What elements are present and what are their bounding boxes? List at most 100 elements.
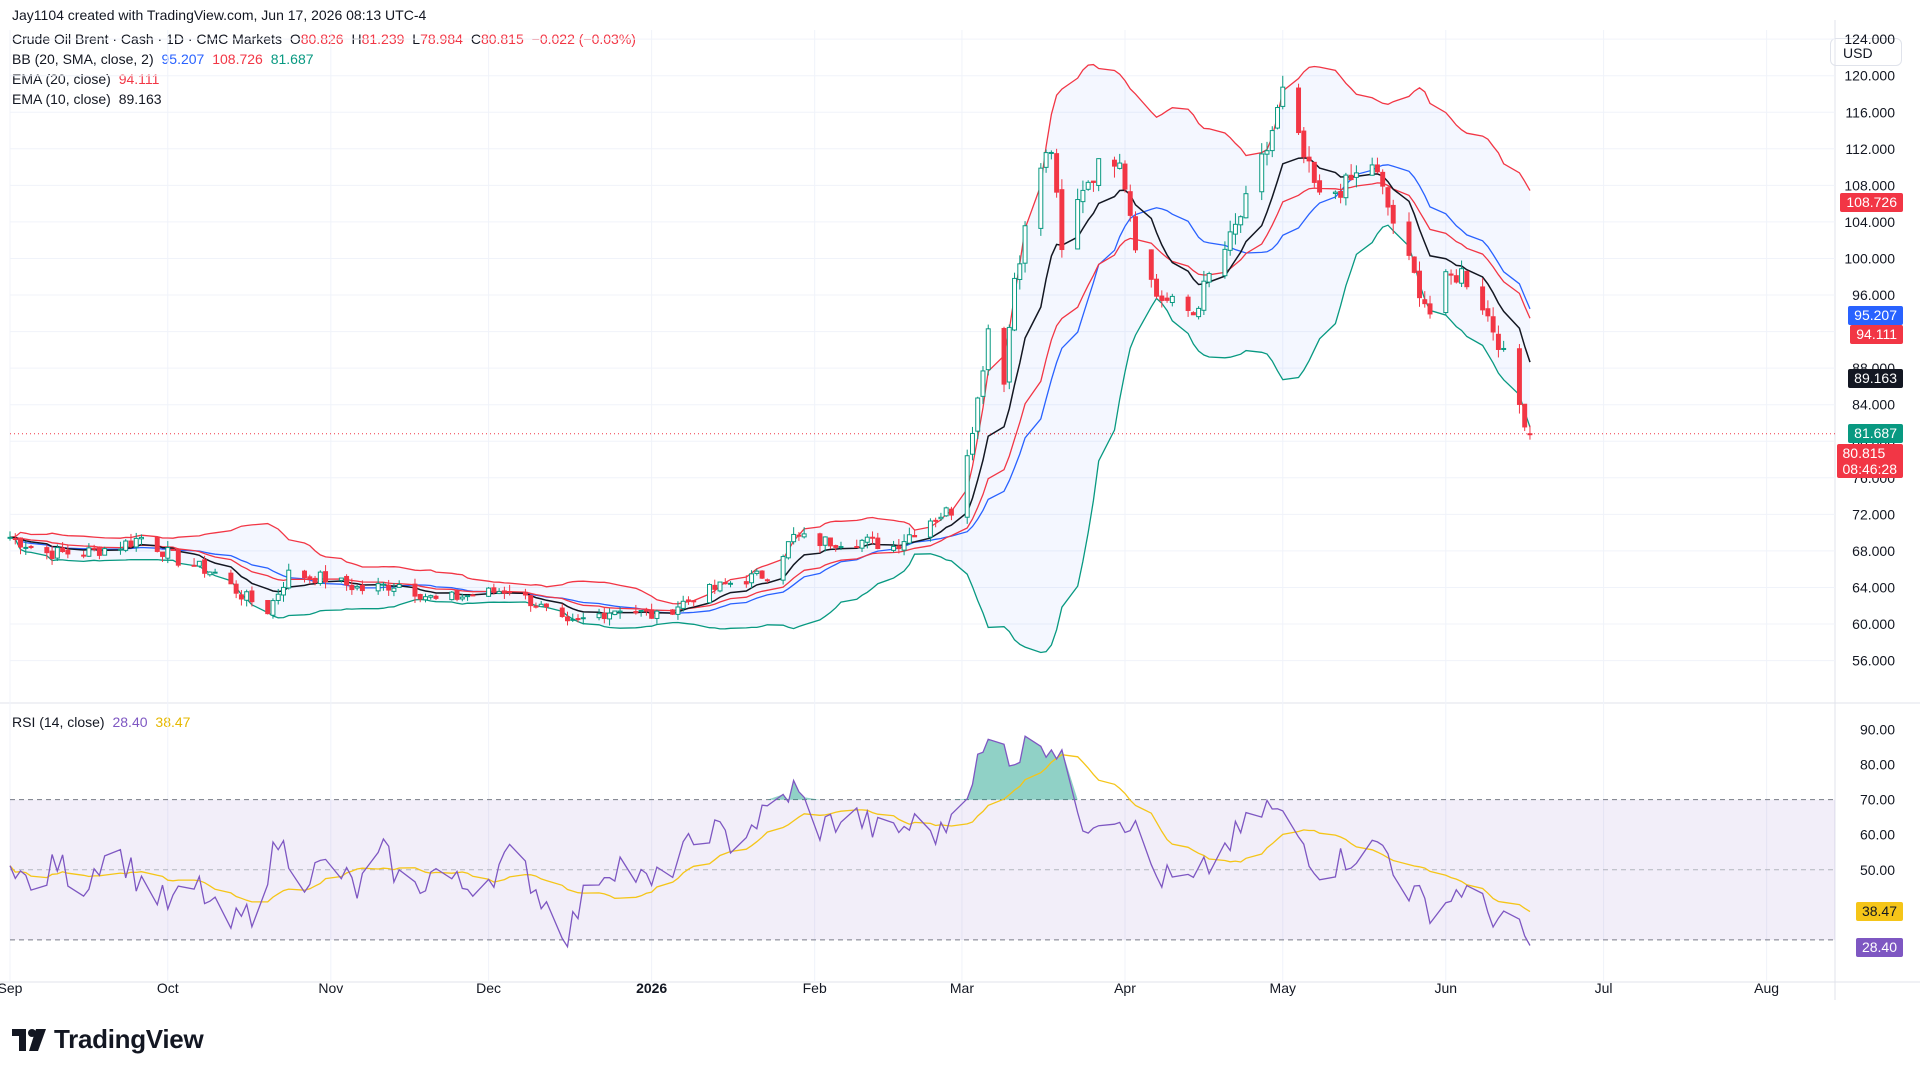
candle-body [81,554,87,557]
candle-body [685,599,691,602]
candle-body [1317,180,1323,193]
candle-body [1232,223,1238,235]
currency-selector[interactable]: USD [1830,38,1902,66]
candle [538,600,544,608]
candle [501,586,507,599]
candle-body [1516,348,1522,405]
candle-body [580,617,586,620]
candle-body [507,591,513,594]
candle-body [465,595,471,598]
created-by-text: Jay1104 created with TradingView.com, Ju… [12,7,427,23]
candle [60,542,66,553]
candle-body [927,520,933,538]
candle-body [1206,273,1212,283]
candle [722,578,728,585]
ema20-legend[interactable]: EMA (20, close) 94.111 [12,70,163,88]
bb-lower-line [9,224,1531,654]
rsi-tick-label: 70.00 [1860,792,1895,808]
candle-body [1369,164,1375,176]
candle-body [1348,174,1354,181]
price-tick-label: 108.000 [1844,177,1895,193]
candle [380,582,386,591]
bb-basis-value: 95.207 [161,51,205,67]
candle [349,578,355,595]
candle-body [386,584,392,591]
candle-body [380,583,386,586]
rsi-legend[interactable]: RSI (14, close) 28.40 38.47 [12,713,194,731]
candle [948,506,954,521]
candle-body [670,609,676,615]
candle-body [1306,156,1312,162]
candle-body [207,571,213,576]
candle [54,544,60,561]
candle-body [1448,273,1454,276]
candle [1453,269,1459,284]
time-tick-label: Dec [476,980,501,996]
price-tick-label: 120.000 [1844,68,1895,84]
rsi-tick-label: 60.00 [1860,827,1895,843]
candle [1490,307,1496,341]
candle-body [1259,153,1265,193]
candle [233,580,239,599]
candle-body [23,546,29,549]
candle-body [1338,190,1344,198]
candle [927,518,933,542]
candle [1059,179,1065,258]
candle [691,600,697,607]
candle [323,565,329,589]
candle [1001,326,1007,393]
candle [1243,185,1249,219]
candle [743,575,749,588]
candle [975,396,981,440]
price-chart[interactable]: 56.00060.00064.00068.00072.00076.00080.0… [0,0,1920,1000]
candle [838,541,844,551]
candle-body [344,575,350,586]
candle-body [943,507,949,517]
candle-body [228,572,234,585]
rsi-ma-value: 38.47 [155,714,191,730]
candle [465,594,471,601]
candle-body [596,613,602,619]
candle [1275,104,1280,130]
candle [1117,153,1123,170]
candle [1264,141,1270,166]
candle [281,581,286,602]
candle [654,609,660,624]
candle [1048,150,1054,160]
candle [1006,324,1012,390]
candle [228,569,234,585]
candle [1369,157,1375,176]
bb-basis-tag: 95.207 [1848,306,1903,325]
bb-legend[interactable]: BB (20, SMA, close, 2) 95.207 108.726 81… [12,50,318,68]
rsi-tick-label: 50.00 [1860,862,1895,878]
candle [449,591,455,601]
candle-body [1480,286,1486,311]
candle-body [1280,86,1286,107]
tradingview-logo[interactable]: TradingView [12,1024,204,1055]
candle [643,607,649,616]
ema10-line [9,157,1531,615]
candle-body [870,536,876,539]
candle [1317,174,1323,195]
candle-body [1522,403,1528,428]
candle-body [1090,180,1096,183]
candle [196,560,202,568]
candle-body [286,569,292,589]
candle [170,548,176,551]
price-tick-label: 68.000 [1852,543,1895,559]
candle [165,541,171,564]
candle-body [1085,181,1091,190]
candle [764,578,770,583]
candle-body [522,591,528,596]
ema10-legend[interactable]: EMA (10, close) 89.163 [12,90,166,108]
candle [1296,83,1302,135]
candle-body [1185,296,1191,311]
candle [286,563,292,590]
rsi-line [9,735,1531,949]
time-tick-label: Mar [950,980,974,996]
candle [1185,294,1191,317]
candle-body [1495,333,1501,350]
candle-body [1122,163,1128,190]
candle-body [833,545,839,548]
candle [1448,269,1454,285]
